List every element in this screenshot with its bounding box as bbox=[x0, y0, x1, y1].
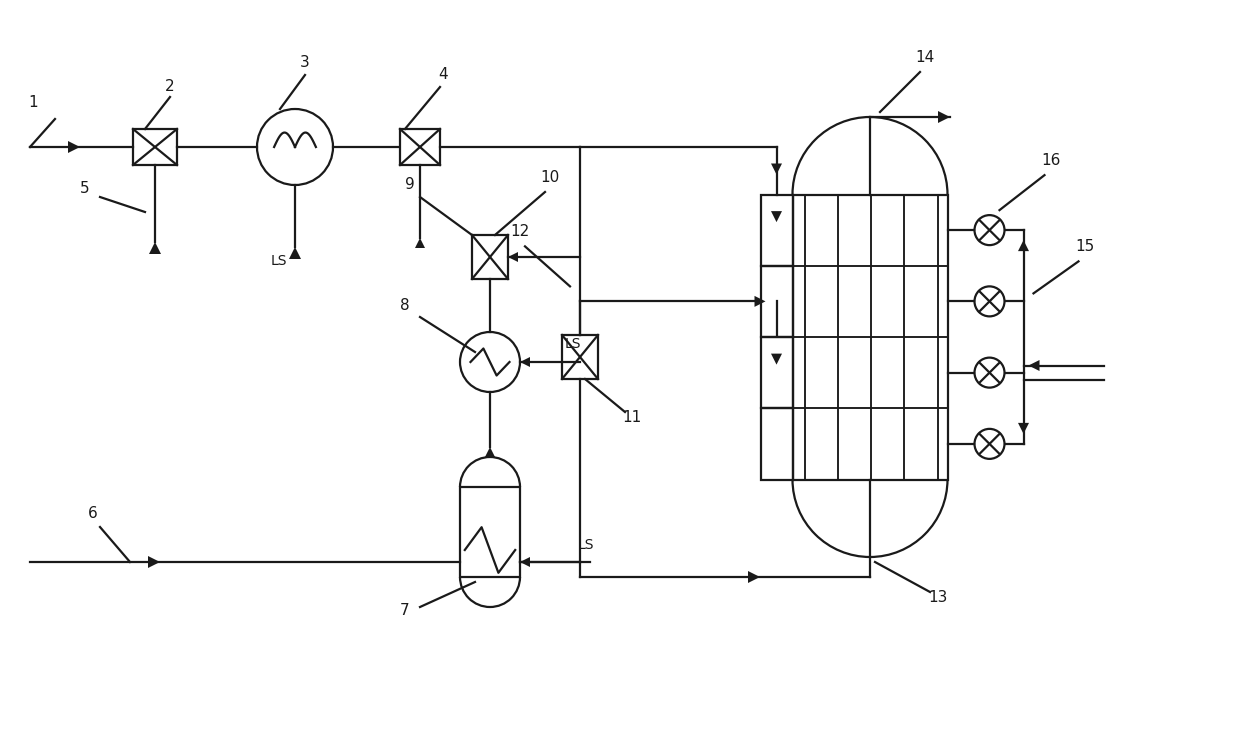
Bar bbox=[760, 266, 792, 337]
Text: 1: 1 bbox=[29, 95, 37, 110]
Polygon shape bbox=[771, 164, 782, 175]
Polygon shape bbox=[148, 556, 160, 568]
Text: 14: 14 bbox=[915, 50, 934, 65]
Bar bbox=[562, 335, 598, 379]
Text: LS: LS bbox=[578, 538, 594, 552]
Polygon shape bbox=[520, 357, 529, 367]
Polygon shape bbox=[520, 557, 529, 567]
Text: 6: 6 bbox=[88, 506, 98, 521]
Polygon shape bbox=[937, 111, 950, 123]
Polygon shape bbox=[485, 447, 496, 458]
Text: 2: 2 bbox=[165, 79, 175, 94]
Polygon shape bbox=[1018, 423, 1029, 434]
Polygon shape bbox=[1018, 240, 1029, 251]
Bar bbox=[792, 194, 947, 480]
Text: 15: 15 bbox=[1075, 239, 1095, 255]
Bar bbox=[760, 337, 792, 409]
Text: 10: 10 bbox=[539, 170, 559, 185]
Text: 12: 12 bbox=[510, 224, 529, 239]
Bar bbox=[760, 194, 792, 266]
Text: 16: 16 bbox=[1042, 153, 1061, 168]
Polygon shape bbox=[771, 353, 782, 365]
Polygon shape bbox=[415, 238, 425, 248]
Bar bbox=[133, 129, 177, 165]
Text: LS: LS bbox=[565, 337, 582, 351]
Polygon shape bbox=[1028, 360, 1039, 371]
Text: LS: LS bbox=[272, 254, 288, 268]
Polygon shape bbox=[754, 296, 765, 307]
Polygon shape bbox=[289, 247, 301, 259]
Text: 8: 8 bbox=[401, 298, 409, 313]
Polygon shape bbox=[748, 571, 760, 583]
Text: 7: 7 bbox=[401, 603, 409, 618]
Bar bbox=[760, 409, 792, 480]
Polygon shape bbox=[149, 242, 161, 254]
Text: 9: 9 bbox=[405, 177, 414, 192]
Polygon shape bbox=[508, 252, 518, 262]
Polygon shape bbox=[771, 211, 782, 222]
Polygon shape bbox=[68, 141, 81, 153]
Text: 5: 5 bbox=[81, 181, 89, 196]
Bar bbox=[460, 487, 520, 577]
Text: 13: 13 bbox=[928, 590, 947, 605]
Bar bbox=[401, 129, 440, 165]
Bar bbox=[472, 235, 508, 279]
Text: 11: 11 bbox=[622, 410, 641, 425]
Text: 4: 4 bbox=[438, 67, 448, 82]
Text: 3: 3 bbox=[300, 55, 310, 70]
